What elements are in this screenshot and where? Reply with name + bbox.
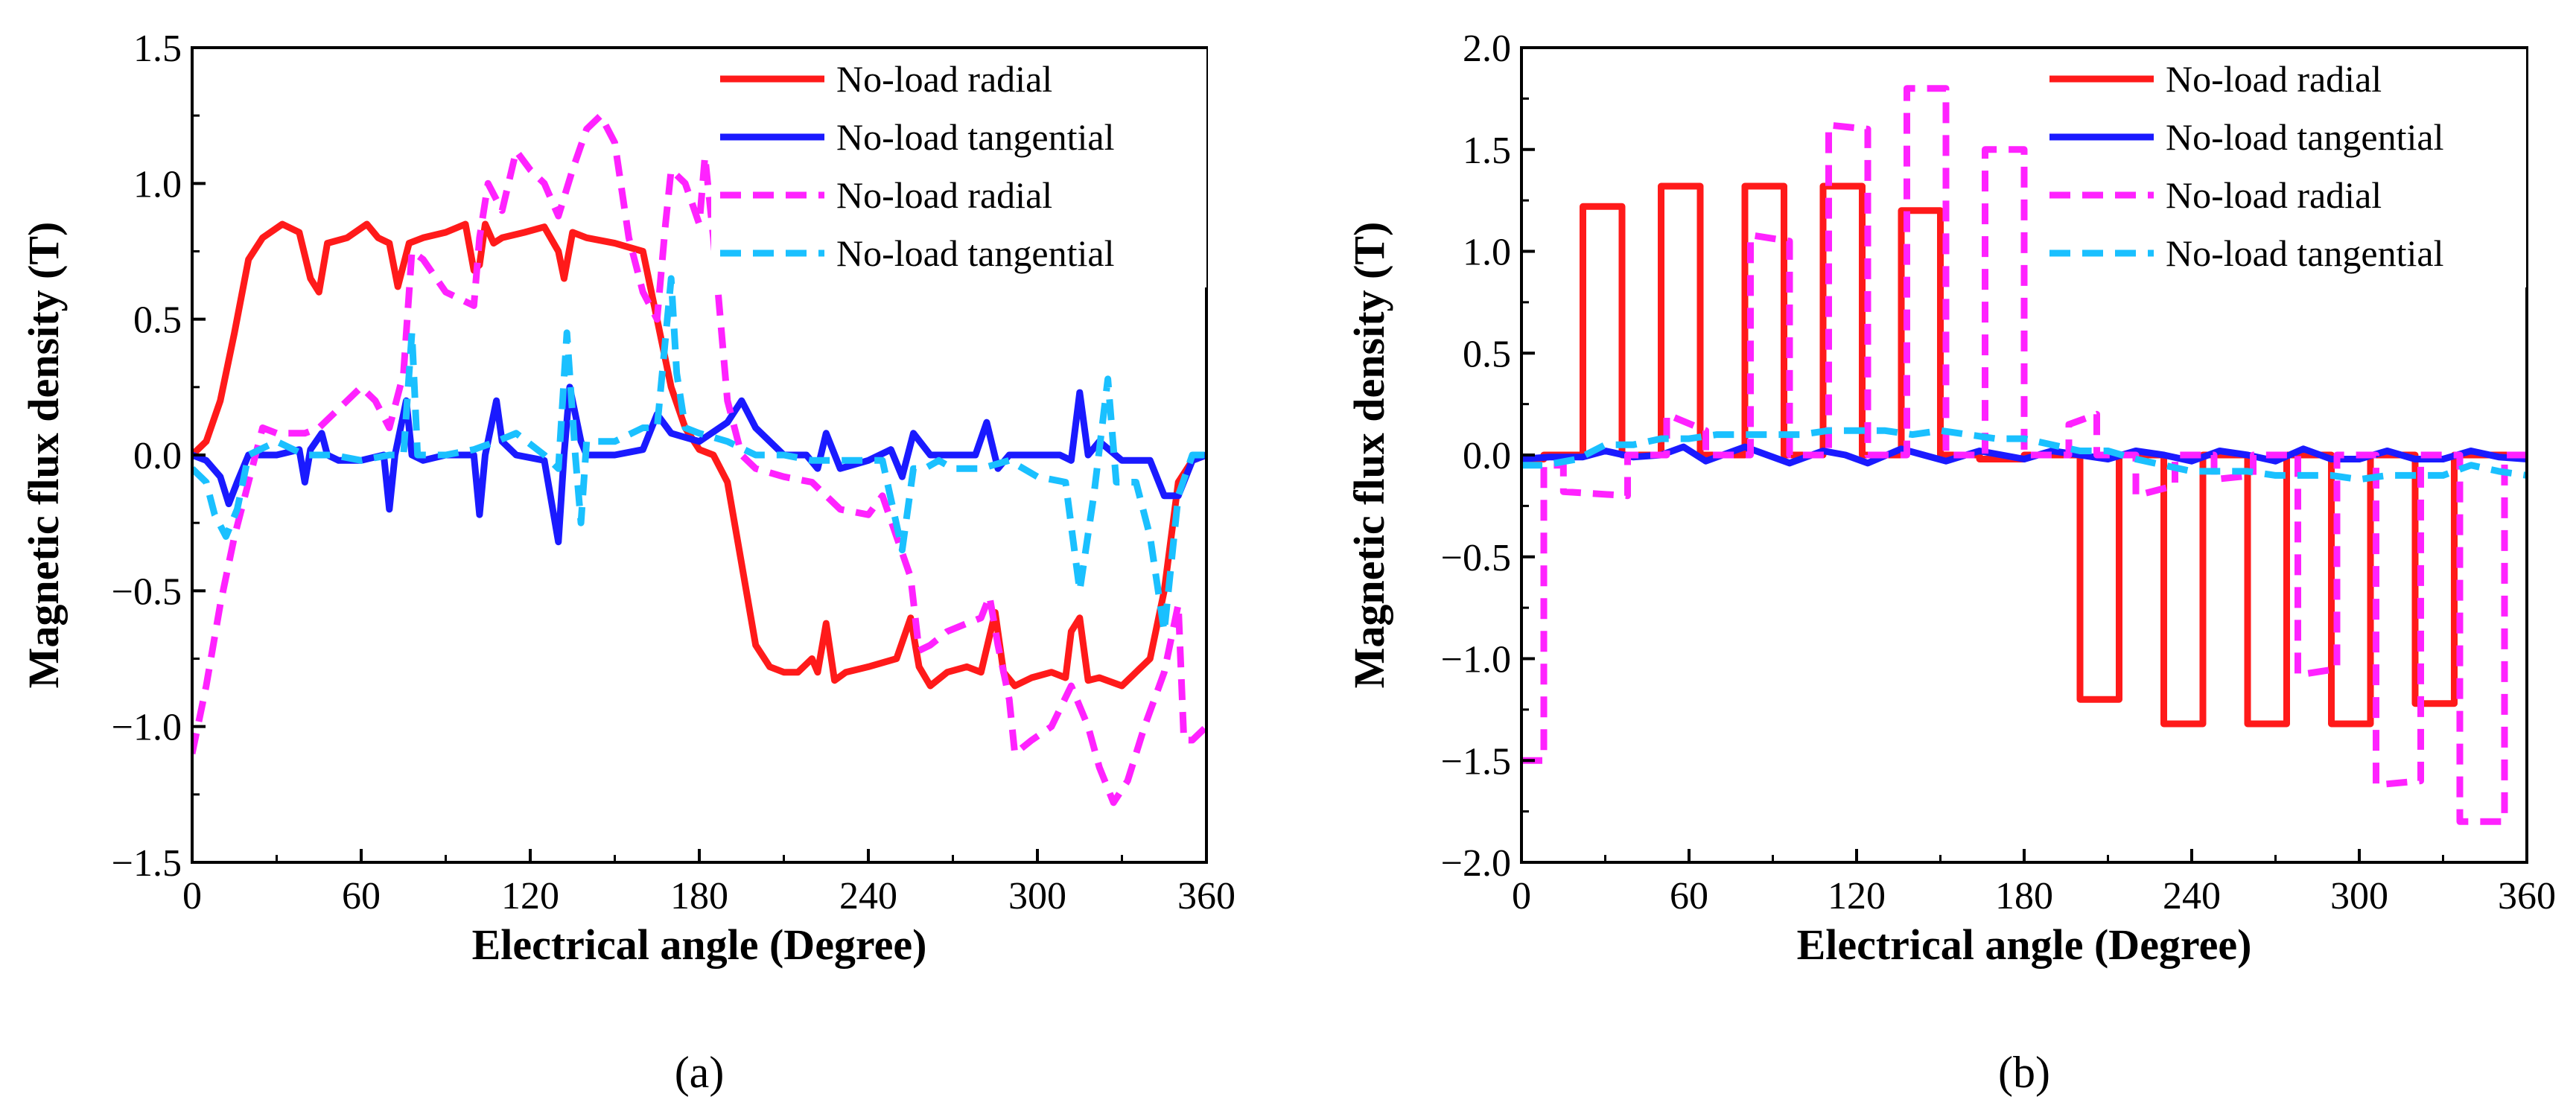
chart1-x-tick-label: 180 [1995, 875, 2053, 917]
chart1-x-axis-title: Electrical angle (Degree) [1797, 920, 2252, 969]
chart1-legend-label-0: No-load radial [2166, 58, 2382, 100]
chart1-y-tick-label: −1.0 [1441, 639, 1511, 681]
chart0-series-line-1 [192, 384, 1206, 546]
chart0-legend-label-3: No-load tangential [836, 232, 1115, 274]
chart0-y-tick-label: 0.0 [133, 435, 182, 477]
chart1-y-tick-label: −1.5 [1441, 740, 1511, 783]
chart0-y-axis-title: Magnetic flux density (T) [19, 222, 68, 689]
chart1-y-tick-label: 1.0 [1463, 232, 1511, 274]
chart1-y-tick-label: 0.0 [1463, 435, 1511, 477]
chart0-x-tick-label: 60 [342, 875, 381, 917]
chart0-y-tick-label: −0.5 [112, 570, 182, 613]
chart1-x-tick-label: 0 [1512, 875, 1531, 917]
chart0-series-line-2 [192, 112, 1206, 806]
chart1-x-tick-label: 240 [2163, 875, 2221, 917]
panel-b: 0 60 120 180 240 300 360 −2.0 −1.5 −1.0 −0.5 0.0 0.5… [1326, 0, 2576, 1120]
chart1-series-line-1 [1521, 443, 2527, 467]
panel-a: 0 60 120 180 240 300 360 −1.5 −1.0 −0.5 0.0 0.5 1.0 1… [19, 28, 1235, 1097]
chart1-x-tick-label: 60 [1670, 875, 1708, 917]
chart1-legend-label-3: No-load tangential [2166, 232, 2444, 274]
chart0-legend-label-0: No-load radial [836, 58, 1052, 100]
chart0-y-tick-label: 1.0 [133, 163, 182, 206]
chart1-x-tick-label: 120 [1828, 875, 1886, 917]
chart0-caption: (a) [675, 1048, 725, 1097]
chart1-legend: No-load radial No-load tangential No-load … [2041, 49, 2526, 287]
chart1-series-line-2 [1521, 85, 2527, 825]
chart1-x-tick-label: 360 [2498, 875, 2556, 917]
chart1-series-line-0 [1521, 182, 2527, 728]
chart1-y-tick-label: −0.5 [1441, 537, 1511, 579]
chart1-series-line-3 [1521, 427, 2527, 483]
chart0-legend-label-2: No-load radial [836, 174, 1052, 216]
chart0-x-axis-title: Electrical angle (Degree) [472, 920, 927, 969]
chart1-y-axis-title: Magnetic flux density (T) [1345, 222, 1393, 689]
chart0-x-tick-label: 0 [182, 875, 202, 917]
chart0-x-tick-label: 120 [501, 875, 559, 917]
chart0-y-tick-label: −1.0 [112, 707, 182, 749]
chart1-legend-background [2041, 49, 2526, 287]
chart0-x-tick-label: 240 [839, 875, 897, 917]
chart0-legend: No-load radial No-load tangential No-load … [711, 49, 1206, 287]
chart-b-svg: 0 60 120 180 240 300 360 −2.0 −1.5 −1.0 −0.5 0.0 0.5… [1345, 28, 2556, 1097]
chart0-x-tick-label: 300 [1008, 875, 1066, 917]
chart1-legend-label-1: No-load tangential [2166, 116, 2444, 158]
chart0-legend-label-1: No-load tangential [836, 116, 1115, 158]
chart1-y-tick-label: 2.0 [1463, 28, 1511, 70]
chart0-series-group [192, 112, 1206, 806]
chart0-legend-background [711, 49, 1206, 287]
chart1-caption: (b) [1998, 1048, 2050, 1097]
chart1-y-tick-label: 0.5 [1463, 333, 1511, 375]
chart0-x-tick-label: 180 [670, 875, 728, 917]
chart-a-svg: 0 60 120 180 240 300 360 −1.5 −1.0 −0.5 0.0 0.5 1.0 1… [19, 28, 1235, 1097]
chart0-y-tick-label: −1.5 [112, 842, 182, 885]
chart0-series-line-3 [192, 275, 1206, 635]
chart1-series-group [1521, 85, 2527, 825]
chart1-x-tick-label: 300 [2330, 875, 2388, 917]
chart1-legend-label-2: No-load radial [2166, 174, 2382, 216]
chart0-x-tick-label: 360 [1177, 875, 1235, 917]
chart0-y-tick-label: 0.5 [133, 299, 182, 342]
chart0-y-tick-label: 1.5 [133, 28, 182, 70]
chart1-y-tick-label: 1.5 [1463, 130, 1511, 172]
chart0-series-line-0 [192, 220, 1206, 690]
chart1-y-tick-label: −2.0 [1441, 842, 1511, 885]
